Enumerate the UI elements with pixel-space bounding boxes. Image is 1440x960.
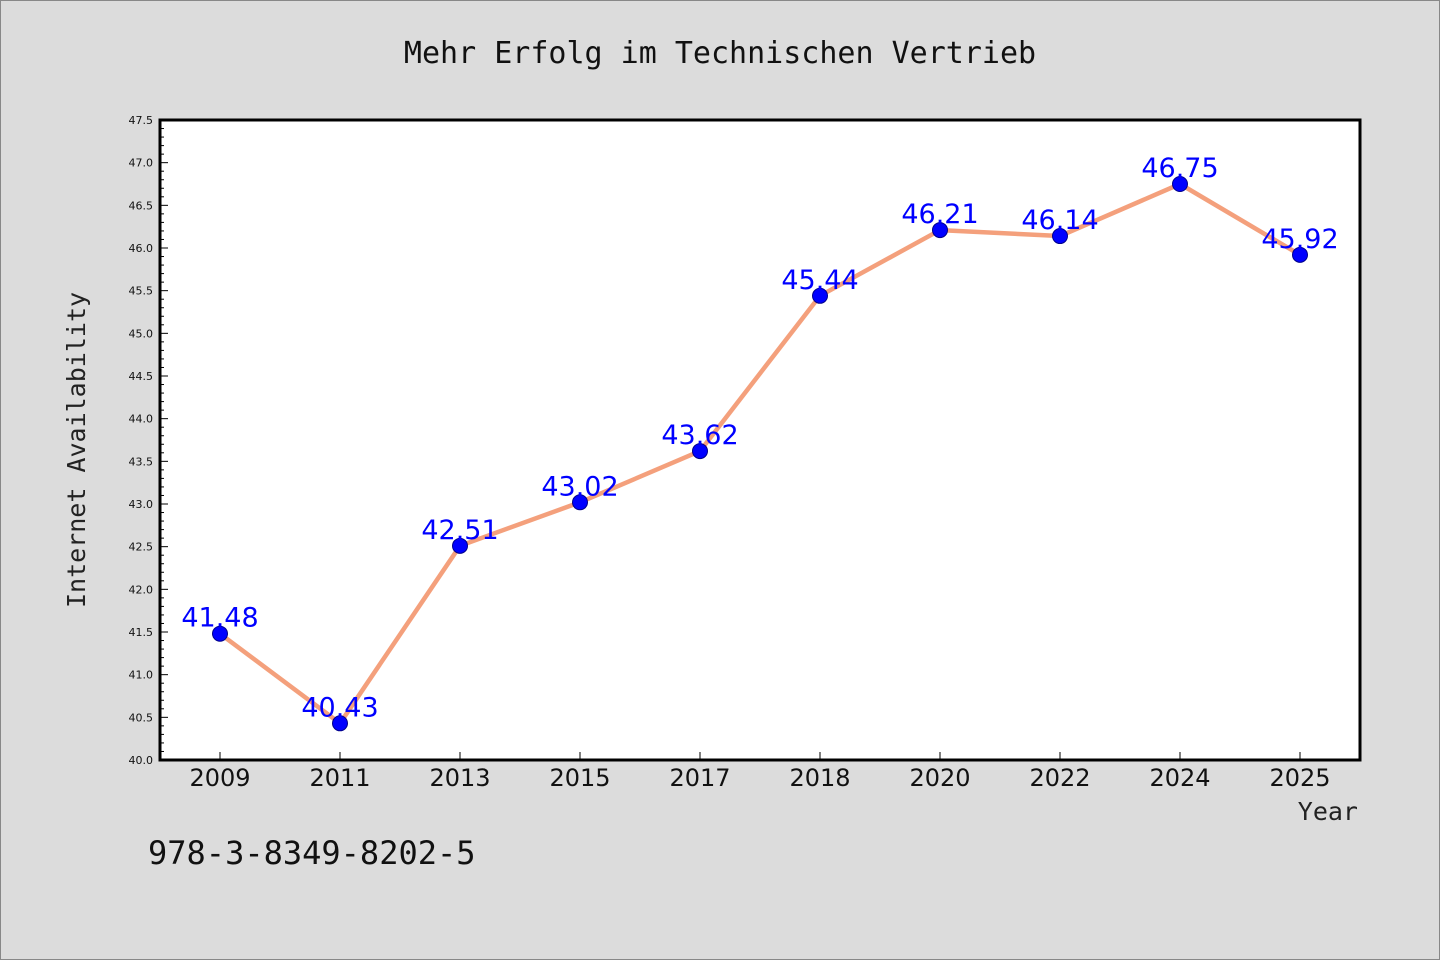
y-tick-label: 41.0	[129, 669, 154, 682]
data-label: 46.75	[1141, 153, 1218, 184]
x-tick-label: 2025	[1269, 764, 1330, 792]
plot-area	[158, 118, 1362, 762]
data-point	[452, 537, 468, 554]
x-tick-label: 2024	[1149, 764, 1210, 792]
data-point	[932, 222, 948, 239]
y-axis-label: Internet Availability	[62, 292, 91, 608]
y-tick-label: 42.5	[129, 541, 154, 554]
series-line	[218, 181, 1302, 726]
footer-isbn: 978-3-8349-8202-5	[148, 834, 476, 872]
data-label: 43.62	[661, 420, 738, 451]
x-tick-label: 2018	[789, 764, 850, 792]
data-points	[212, 176, 1308, 732]
data-label: 46.21	[901, 199, 978, 230]
y-tick-label: 44.0	[129, 413, 154, 426]
y-tick-label: 47.0	[129, 157, 154, 170]
x-tick-label: 2017	[669, 764, 730, 792]
x-tick-label: 2013	[429, 764, 490, 792]
y-tick-label: 46.0	[129, 242, 154, 255]
data-labels: 41.48 40.43 42.51 43.02 43.62 45.44 46.21 46.14…	[181, 153, 1338, 723]
y-tick-label: 45.5	[129, 285, 154, 298]
y-tick-label: 43.0	[129, 498, 154, 511]
data-label: 43.02	[541, 471, 618, 502]
y-tick-label: 42.0	[129, 583, 154, 596]
y-tick-label: 41.5	[129, 626, 154, 639]
x-tick-label: 2009	[189, 764, 250, 792]
y-tick-label: 46.5	[129, 199, 154, 212]
data-label: 46.14	[1021, 205, 1098, 236]
y-tick-label: 40.5	[129, 711, 154, 724]
y-tick-label: 47.5	[129, 114, 154, 127]
data-label: 40.43	[301, 692, 378, 723]
x-axis-ticks: 2009 2011 2013 2015 2017 2018 2020 2022 2024 2025	[189, 752, 1331, 792]
data-point	[812, 287, 828, 304]
data-point	[692, 443, 708, 460]
y-tick-label: 40.0	[129, 754, 154, 767]
y-tick-label: 45.0	[129, 327, 154, 340]
data-point	[332, 715, 348, 732]
data-label: 45.92	[1261, 224, 1338, 255]
y-tick-label: 43.5	[129, 455, 154, 468]
data-label: 41.48	[181, 603, 258, 634]
x-tick-label: 2015	[549, 764, 610, 792]
y-tick-label: 44.5	[129, 370, 154, 383]
x-tick-label: 2020	[909, 764, 970, 792]
data-point	[1292, 246, 1308, 263]
x-tick-label: 2022	[1029, 764, 1090, 792]
data-label: 42.51	[421, 515, 498, 546]
x-tick-label: 2011	[309, 764, 370, 792]
chart-title: Mehr Erfolg im Technischen Vertrieb	[404, 36, 1036, 71]
data-point	[212, 625, 228, 642]
data-point	[1052, 228, 1068, 245]
y-axis-ticks: 40.0 40.5 41.0 41.5 42.0 42.5 43.0 43.5 44.0 44.5…	[129, 114, 168, 767]
data-label: 45.44	[781, 265, 858, 296]
data-point	[1172, 176, 1188, 192]
x-axis-label: Year	[1298, 797, 1358, 826]
data-point	[572, 494, 588, 511]
